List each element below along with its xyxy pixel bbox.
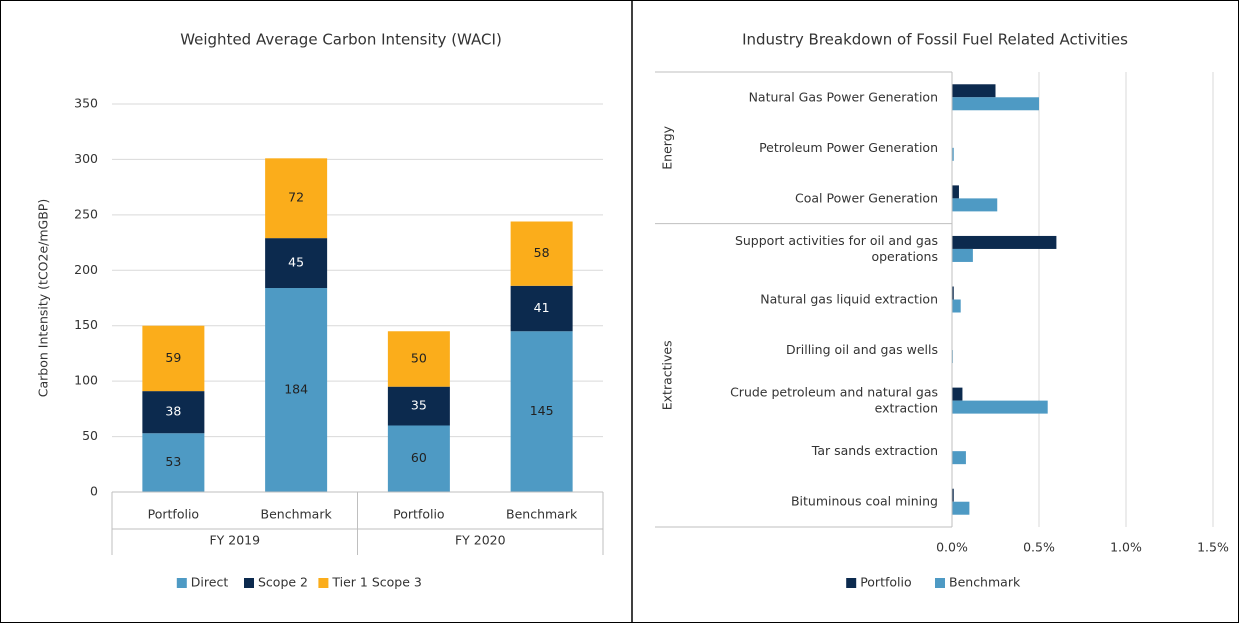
data-label: 35	[411, 398, 427, 413]
y-tick-label: Crude petroleum and natural gas extractio…	[730, 384, 938, 415]
bar	[952, 147, 954, 161]
data-label: 145	[530, 403, 554, 418]
group-label: FY 2020	[455, 533, 506, 548]
y-axis-label: Carbon Intensity (tCO2e/mGBP)	[36, 199, 51, 397]
bar	[952, 235, 1057, 249]
y-tick-label: Tar sands extraction	[811, 443, 938, 458]
legend-label: Direct	[191, 575, 229, 590]
data-label: 53	[165, 454, 181, 469]
bar	[952, 501, 970, 515]
group-label: Extractives	[660, 340, 675, 410]
data-label: 72	[288, 190, 304, 205]
bar	[952, 198, 998, 212]
data-label: 38	[165, 404, 181, 419]
bar-segment	[142, 433, 205, 492]
bar	[952, 286, 954, 300]
bar-segment	[510, 331, 573, 492]
y-tick-label: 200	[74, 262, 98, 277]
x-tick-label: Portfolio	[393, 507, 444, 522]
y-tick-label: 100	[74, 373, 98, 388]
bar-segment	[265, 158, 328, 239]
legend-swatch	[244, 578, 254, 588]
data-label: 41	[534, 300, 550, 315]
y-tick-label: 300	[74, 151, 98, 166]
x-tick-label: Benchmark	[506, 507, 578, 522]
data-label: 184	[284, 382, 308, 397]
y-tick-label: Drilling oil and gas wells	[786, 342, 938, 357]
legend-swatch	[176, 578, 187, 588]
data-label: 59	[165, 350, 181, 365]
bar-segment	[387, 425, 450, 492]
legend-label: Tier 1 Scope 3	[331, 575, 421, 590]
bar-segment	[265, 238, 328, 289]
y-tick-label: Coal Power Generation	[795, 190, 938, 205]
bar-segment	[510, 221, 573, 286]
x-tick-label: 0.0%	[936, 540, 968, 555]
legend-label: Portfolio	[860, 575, 911, 590]
x-tick-label: Portfolio	[148, 507, 199, 522]
legend-swatch	[935, 578, 945, 588]
data-label: 45	[288, 255, 304, 270]
bar-segment	[510, 285, 573, 332]
bar-segment	[387, 331, 450, 387]
legend-label: Benchmark	[949, 575, 1021, 590]
y-tick-label: 350	[74, 96, 98, 111]
x-tick-label: 1.5%	[1197, 540, 1229, 555]
data-label: 60	[411, 450, 427, 465]
legend-swatch	[318, 578, 329, 588]
data-label: 50	[411, 350, 427, 365]
bar-segment	[142, 391, 205, 434]
bar	[952, 400, 1048, 414]
y-tick-label: Support activities for oil and gas operat…	[735, 232, 938, 263]
y-tick-label: 250	[74, 206, 98, 221]
bar-segment	[142, 325, 205, 392]
legend-label: Scope 2	[258, 575, 308, 590]
x-tick-label: 1.0%	[1110, 540, 1142, 555]
bar	[952, 185, 959, 199]
bar	[952, 97, 1039, 111]
bar-segment	[387, 386, 450, 426]
y-tick-label: Petroleum Power Generation	[759, 139, 938, 154]
chart-title: Industry Breakdown of Fossil Fuel Relate…	[742, 31, 1128, 49]
data-label: 58	[534, 245, 550, 260]
y-tick-label: 150	[74, 317, 98, 332]
x-tick-label: Benchmark	[261, 507, 333, 522]
y-tick-label: 0	[90, 484, 98, 499]
bar	[952, 451, 966, 465]
y-tick-label: Natural Gas Power Generation	[749, 89, 938, 104]
group-label: Energy	[660, 125, 675, 169]
y-tick-label: 50	[82, 428, 98, 443]
bar	[952, 387, 963, 401]
x-tick-label: 0.5%	[1023, 540, 1055, 555]
bar	[952, 84, 996, 98]
chart-title: Weighted Average Carbon Intensity (WACI)	[180, 31, 502, 49]
bar-segment	[265, 288, 328, 492]
y-tick-label: Natural gas liquid extraction	[760, 291, 938, 306]
bar	[952, 248, 973, 262]
group-label: FY 2019	[209, 533, 260, 548]
y-tick-label: Bituminous coal mining	[791, 493, 938, 508]
bar	[952, 299, 961, 313]
legend-swatch	[846, 578, 857, 588]
bar	[952, 488, 954, 502]
